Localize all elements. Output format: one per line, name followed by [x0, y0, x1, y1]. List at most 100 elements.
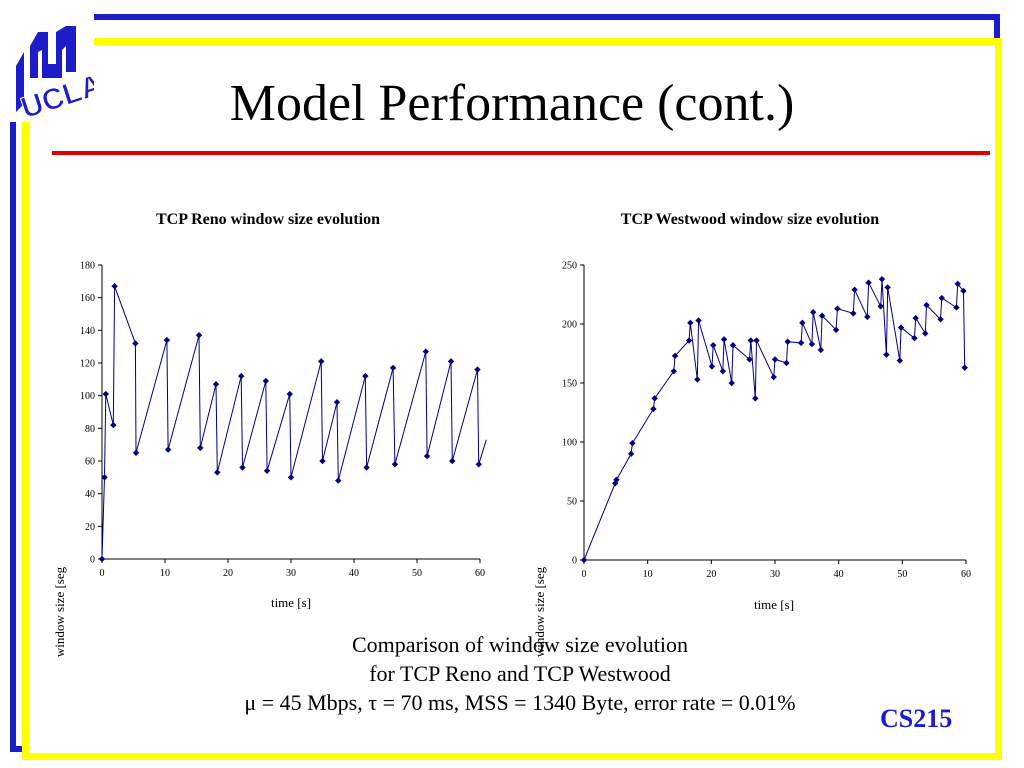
westwood-data-point — [810, 309, 817, 316]
westwood-data-point — [864, 313, 871, 321]
reno-y-tick-label: 100 — [80, 391, 95, 402]
westwood-data-point — [832, 326, 840, 334]
slide-caption: Comparison of window size evolution for … — [0, 630, 1024, 717]
reno-data-point — [449, 457, 456, 465]
westwood-chart: TCP Westwood window size evolution 0 50 10… — [532, 211, 971, 657]
reno-x-tick-label: 30 — [286, 568, 296, 579]
westwood-x-tick-label: 0 — [582, 569, 587, 580]
reno-data-point — [195, 332, 203, 339]
westwood-data-point — [896, 357, 903, 364]
reno-y-tick-label: 60 — [85, 457, 95, 468]
inner-yellow-frame — [22, 38, 1002, 760]
westwood-x-axis-label: time [s] — [754, 597, 794, 612]
westwood-y-tick-label: 250 — [562, 261, 577, 272]
reno-data-point — [333, 399, 341, 406]
westwood-data-point — [650, 405, 657, 413]
reno-data-point — [391, 461, 399, 468]
ucla-logo: UCLA — [4, 12, 94, 122]
westwood-data-point — [771, 356, 779, 363]
westwood-data-point — [752, 395, 759, 402]
reno-data-point — [132, 340, 139, 347]
reno-data-point — [389, 364, 397, 372]
westwood-data-point — [797, 339, 805, 347]
westwood-data-point — [627, 450, 635, 457]
westwood-y-tick-label: 100 — [562, 438, 577, 449]
reno-x-tick-label: 10 — [160, 568, 170, 579]
westwood-data-point — [580, 556, 588, 564]
slide-title: Model Performance (cont.) — [229, 75, 795, 132]
reno-y-tick-label: 20 — [85, 522, 95, 533]
westwood-x-tick-label: 40 — [834, 569, 844, 580]
reno-series — [98, 283, 487, 563]
slide-canvas — [29, 45, 995, 753]
reno-data-point — [98, 555, 106, 563]
westwood-data-point — [770, 373, 777, 381]
reno-data-point — [239, 464, 246, 471]
westwood-data-point — [883, 351, 890, 358]
reno-data-point — [335, 477, 342, 484]
reno-data-point — [286, 390, 293, 398]
reno-y-tick-label: 80 — [85, 424, 95, 435]
reno-data-point — [262, 377, 269, 385]
westwood-data-point — [850, 310, 857, 317]
westwood-x-tick-label: 30 — [770, 569, 780, 580]
reno-x-tick-label: 20 — [223, 568, 233, 579]
reno-y-axis-label: window size [seg — [52, 566, 67, 657]
westwood-data-point — [912, 314, 919, 322]
westwood-data-point — [687, 319, 694, 327]
westwood-data-point — [937, 316, 944, 323]
westwood-data-point — [817, 346, 825, 354]
reno-data-point — [111, 283, 118, 290]
reno-data-point — [363, 464, 370, 471]
westwood-series-line — [583, 279, 966, 561]
caption-line-2: for TCP Reno and TCP Westwood — [369, 661, 671, 686]
westwood-y-tick-label: 200 — [562, 320, 577, 331]
westwood-data-point — [961, 364, 968, 371]
reno-chart: TCP Reno window size evolution 0 20 40 60 80… — [52, 211, 487, 657]
reno-data-point — [197, 444, 204, 452]
title-underline — [52, 151, 990, 155]
reno-data-point — [287, 474, 295, 481]
reno-x-axis-label: time [s] — [271, 595, 311, 610]
westwood-axes: 0 50 100 150 200 250 0 10 20 30 40 50 60 — [562, 261, 971, 581]
westwood-data-point — [799, 319, 806, 327]
westwood-data-point — [938, 294, 946, 302]
westwood-y-axis-label: window size [seg — [532, 566, 547, 657]
westwood-data-point — [670, 368, 677, 375]
westwood-x-tick-label: 10 — [643, 569, 653, 580]
westwood-data-point — [834, 305, 841, 312]
reno-data-point — [422, 348, 430, 355]
reno-x-tick-label: 50 — [412, 568, 422, 579]
reno-data-point — [163, 336, 171, 344]
westwood-data-point — [695, 317, 702, 324]
westwood-y-tick-label: 0 — [572, 556, 577, 567]
westwood-data-point — [878, 275, 886, 283]
westwood-data-point — [746, 356, 753, 363]
westwood-data-point — [922, 330, 929, 337]
westwood-data-point — [747, 337, 755, 344]
westwood-data-point — [851, 286, 858, 293]
westwood-data-point — [808, 340, 816, 348]
westwood-data-point — [629, 439, 636, 447]
westwood-y-tick-label: 150 — [562, 379, 577, 390]
westwood-x-tick-label: 20 — [706, 569, 716, 580]
westwood-data-point — [720, 336, 728, 343]
reno-y-tick-label: 40 — [85, 489, 95, 500]
reno-data-point — [101, 474, 108, 481]
reno-data-point — [110, 421, 117, 429]
westwood-data-point — [710, 342, 717, 349]
westwood-y-tick-label: 50 — [567, 497, 577, 508]
reno-y-tick-label: 120 — [80, 359, 95, 370]
westwood-data-point — [753, 337, 760, 344]
westwood-data-point — [953, 304, 960, 311]
westwood-data-point — [877, 303, 884, 310]
reno-x-tick-label: 0 — [100, 568, 105, 579]
reno-data-point — [214, 469, 221, 476]
westwood-data-point — [784, 338, 791, 345]
reno-y-tick-label: 160 — [80, 293, 95, 304]
reno-data-point — [319, 457, 326, 465]
reno-data-point — [238, 372, 245, 380]
westwood-data-point — [719, 368, 726, 375]
westwood-x-tick-label: 50 — [897, 569, 907, 580]
reno-x-tick-label: 60 — [475, 568, 485, 579]
